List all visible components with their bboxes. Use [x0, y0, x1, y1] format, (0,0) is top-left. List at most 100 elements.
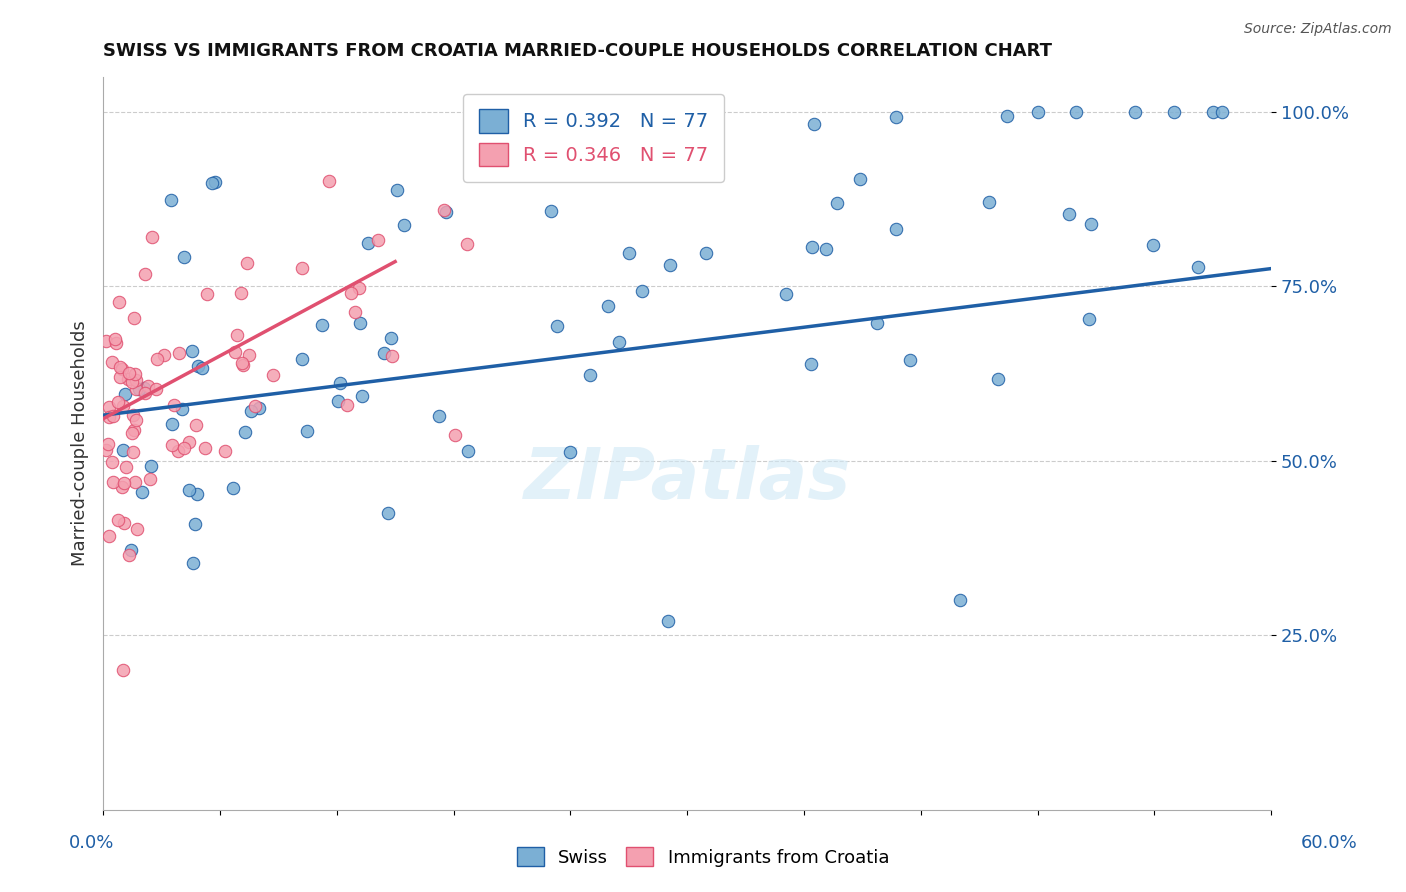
Point — [160, 438, 183, 452]
Point — [115, 460, 138, 475]
Point — [1163, 104, 1185, 119]
Point — [162, 417, 184, 432]
Point — [385, 183, 408, 197]
Point — [100, 455, 122, 469]
Point — [111, 663, 134, 677]
Text: 0.0%: 0.0% — [69, 834, 114, 852]
Point — [433, 203, 456, 218]
Point — [995, 109, 1018, 123]
Point — [318, 174, 340, 188]
Point — [128, 382, 150, 396]
Point — [100, 355, 122, 369]
Point — [457, 443, 479, 458]
Point — [1057, 207, 1080, 221]
Point — [117, 372, 139, 386]
Point — [340, 285, 363, 300]
Point — [181, 343, 204, 358]
Point — [121, 408, 143, 422]
Point — [136, 379, 159, 393]
Point — [97, 409, 120, 424]
Point — [657, 614, 679, 628]
Point — [124, 367, 146, 381]
Point — [229, 286, 252, 301]
Point — [173, 250, 195, 264]
Point — [427, 409, 450, 423]
Point — [112, 475, 135, 490]
Point — [1066, 104, 1088, 119]
Point — [187, 359, 209, 373]
Point — [214, 444, 236, 458]
Point — [146, 352, 169, 367]
Point — [1202, 104, 1225, 119]
Point — [235, 256, 257, 270]
Point — [695, 246, 717, 260]
Point — [121, 425, 143, 440]
Text: ZIPatlas: ZIPatlas — [523, 445, 851, 515]
Text: 60.0%: 60.0% — [1301, 834, 1357, 852]
Point — [352, 389, 374, 403]
Point — [131, 484, 153, 499]
Point — [373, 345, 395, 359]
Point — [190, 361, 212, 376]
Point — [336, 398, 359, 412]
Point — [98, 400, 121, 414]
Point — [118, 548, 141, 562]
Point — [204, 175, 226, 189]
Point — [291, 261, 314, 276]
Point — [240, 404, 263, 418]
Point — [357, 236, 380, 251]
Point — [101, 475, 124, 489]
Point — [111, 400, 134, 414]
Point — [224, 345, 246, 359]
Point — [803, 117, 825, 131]
Point — [120, 543, 142, 558]
Point — [232, 359, 254, 373]
Point — [291, 352, 314, 367]
Point — [124, 475, 146, 489]
Point — [262, 368, 284, 382]
Point — [134, 386, 156, 401]
Legend: Swiss, Immigrants from Croatia: Swiss, Immigrants from Croatia — [509, 840, 897, 874]
Point — [172, 401, 194, 416]
Point — [977, 194, 1000, 209]
Point — [101, 409, 124, 424]
Point — [108, 360, 131, 375]
Point — [619, 246, 641, 260]
Point — [195, 287, 218, 301]
Point — [152, 348, 174, 362]
Point — [184, 517, 207, 532]
Point — [139, 472, 162, 486]
Point — [163, 398, 186, 412]
Point — [949, 593, 972, 607]
Point — [546, 318, 568, 333]
Point — [179, 434, 201, 449]
Point — [349, 316, 371, 330]
Point — [247, 401, 270, 415]
Point — [377, 506, 399, 520]
Point — [94, 442, 117, 457]
Point — [125, 413, 148, 427]
Point — [122, 310, 145, 325]
Point — [596, 300, 619, 314]
Point — [380, 331, 402, 345]
Point — [110, 369, 132, 384]
Point — [121, 375, 143, 389]
Point — [849, 172, 872, 186]
Point — [558, 445, 581, 459]
Point — [884, 222, 907, 236]
Point — [1211, 104, 1233, 119]
Point — [1123, 104, 1146, 119]
Point — [104, 332, 127, 346]
Point — [141, 230, 163, 244]
Point — [540, 203, 562, 218]
Point — [659, 258, 682, 272]
Point — [111, 442, 134, 457]
Point — [434, 204, 457, 219]
Point — [111, 362, 134, 376]
Point — [97, 528, 120, 542]
Point — [167, 346, 190, 360]
Point — [107, 513, 129, 527]
Point — [186, 487, 208, 501]
Point — [801, 240, 824, 254]
Point — [160, 193, 183, 207]
